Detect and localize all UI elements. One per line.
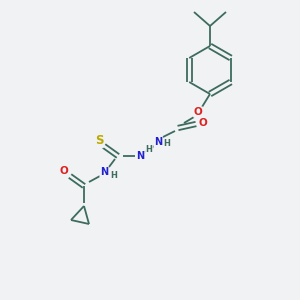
Text: O: O <box>199 118 207 128</box>
Text: H: H <box>146 145 152 154</box>
Text: N: N <box>136 151 144 161</box>
Text: N: N <box>154 137 162 147</box>
Text: O: O <box>194 107 202 117</box>
Text: N: N <box>100 167 108 177</box>
Text: H: H <box>164 140 170 148</box>
Text: O: O <box>60 166 68 176</box>
Text: H: H <box>111 172 117 181</box>
Text: S: S <box>95 134 103 148</box>
